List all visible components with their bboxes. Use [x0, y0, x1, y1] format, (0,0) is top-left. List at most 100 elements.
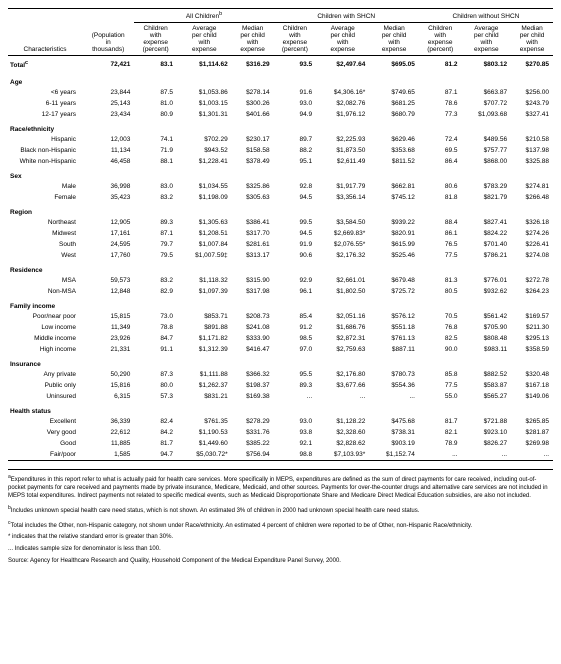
cell: ...	[511, 449, 553, 461]
cell: $725.72	[369, 286, 419, 297]
cell: 89.3	[274, 380, 317, 391]
cell: $137.98	[511, 145, 553, 156]
row-label: MSA	[8, 275, 82, 286]
cell: $853.71	[177, 311, 232, 322]
row-label: West	[8, 250, 82, 261]
cell: $932.62	[462, 286, 512, 297]
cell: 91.6	[274, 87, 317, 98]
cell: $265.85	[511, 416, 553, 427]
col-population: (Populationinthousands)	[82, 23, 134, 56]
cell: $554.36	[369, 380, 419, 391]
cell: 95.1	[274, 156, 317, 167]
cell: 77.5	[419, 250, 462, 261]
cell: $3,677.66	[316, 380, 369, 391]
cell: $702.29	[177, 134, 232, 145]
row-label: Midwest	[8, 228, 82, 239]
total-row: Totalc72,42183.1$1,114.62$316.2993.5$2,4…	[8, 56, 553, 74]
cell: 81.2	[419, 56, 462, 74]
cell: $2,176.32	[316, 250, 369, 261]
cell: 77.3	[419, 109, 462, 120]
row-label: Any private	[8, 369, 82, 380]
cell: $358.59	[511, 344, 553, 355]
cell: 91.9	[274, 239, 317, 250]
section-title: Region	[8, 203, 553, 217]
row-label: Excellent	[8, 416, 82, 427]
cell: 23,926	[82, 333, 134, 344]
row-label: Poor/near poor	[8, 311, 82, 322]
cell: $7,103.93*	[316, 449, 369, 461]
cell: $210.58	[511, 134, 553, 145]
cell: 94.7	[134, 449, 177, 461]
table-row: Uninsured6,31557.3$831.21$169.38........…	[8, 391, 553, 402]
cell: 87.5	[134, 87, 177, 98]
table-row: Male36,99883.0$1,034.55$325.8692.8$1,917…	[8, 181, 553, 192]
section-header: Residence	[8, 261, 553, 275]
table-row: West17,76079.5$1,007.59‡$313.1790.6$2,17…	[8, 250, 553, 261]
cell: $366.32	[232, 369, 274, 380]
cell: $281.61	[232, 239, 274, 250]
cell: 85.4	[274, 311, 317, 322]
cell: $4,306.16*	[316, 87, 369, 98]
cell: $1,093.68	[462, 109, 512, 120]
cell: $274.81	[511, 181, 553, 192]
cell: 36,339	[82, 416, 134, 427]
table-row: Poor/near poor15,81573.0$853.71$208.7385…	[8, 311, 553, 322]
cell: ...	[419, 449, 462, 461]
cell: $2,176.80	[316, 369, 369, 380]
cell: $295.13	[511, 333, 553, 344]
cell: 6,315	[82, 391, 134, 402]
cell: $230.17	[232, 134, 274, 145]
cell: 83.2	[134, 192, 177, 203]
cell: $158.58	[232, 145, 274, 156]
cell: $2,872.31	[316, 333, 369, 344]
cell: 98.8	[274, 449, 317, 461]
cell: $256.00	[511, 87, 553, 98]
row-label: High income	[8, 344, 82, 355]
cell: 97.0	[274, 344, 317, 355]
cell: $5,030.72*	[177, 449, 232, 461]
cell: 94.5	[274, 228, 317, 239]
row-label: 12-17 years	[8, 109, 82, 120]
section-header: Sex	[8, 167, 553, 181]
row-label: Uninsured	[8, 391, 82, 402]
cell: $2,051.16	[316, 311, 369, 322]
cell: $2,661.01	[316, 275, 369, 286]
cell: $783.29	[462, 181, 512, 192]
cell: 92.8	[274, 181, 317, 192]
cell: 36,998	[82, 181, 134, 192]
cell: $317.98	[232, 286, 274, 297]
cell: 89.7	[274, 134, 317, 145]
cell: 81.7	[134, 438, 177, 449]
cell: 72.4	[419, 134, 462, 145]
cell: 89.3	[134, 217, 177, 228]
cell: 80.9	[134, 109, 177, 120]
cell: $749.65	[369, 87, 419, 98]
table-row: 12-17 years23,43480.9$1,301.31$401.6694.…	[8, 109, 553, 120]
cell: $761.35	[177, 416, 232, 427]
cell: $327.41	[511, 109, 553, 120]
cell: $169.57	[511, 311, 553, 322]
cell: $2,759.63	[316, 344, 369, 355]
cell: $565.27	[462, 391, 512, 402]
cell: $386.41	[232, 217, 274, 228]
cell: $903.19	[369, 438, 419, 449]
cell: $274.08	[511, 250, 553, 261]
cell: $695.05	[369, 56, 419, 74]
cell: $208.73	[232, 311, 274, 322]
cell: 50,290	[82, 369, 134, 380]
cell: $1,228.41	[177, 156, 232, 167]
cell: $1,208.51	[177, 228, 232, 239]
cell: 82.4	[134, 416, 177, 427]
col-sub: Medianper childwithexpense	[232, 23, 274, 56]
cell: $923.10	[462, 427, 512, 438]
cell: $325.88	[511, 156, 553, 167]
cell: 94.5	[274, 192, 317, 203]
cell: $3,584.50	[316, 217, 369, 228]
cell: $416.47	[232, 344, 274, 355]
cell: 81.0	[134, 98, 177, 109]
cell: $326.18	[511, 217, 553, 228]
row-label: Northeast	[8, 217, 82, 228]
cell: $2,076.55*	[316, 239, 369, 250]
cell: 70.5	[419, 311, 462, 322]
cell: $1,171.82	[177, 333, 232, 344]
